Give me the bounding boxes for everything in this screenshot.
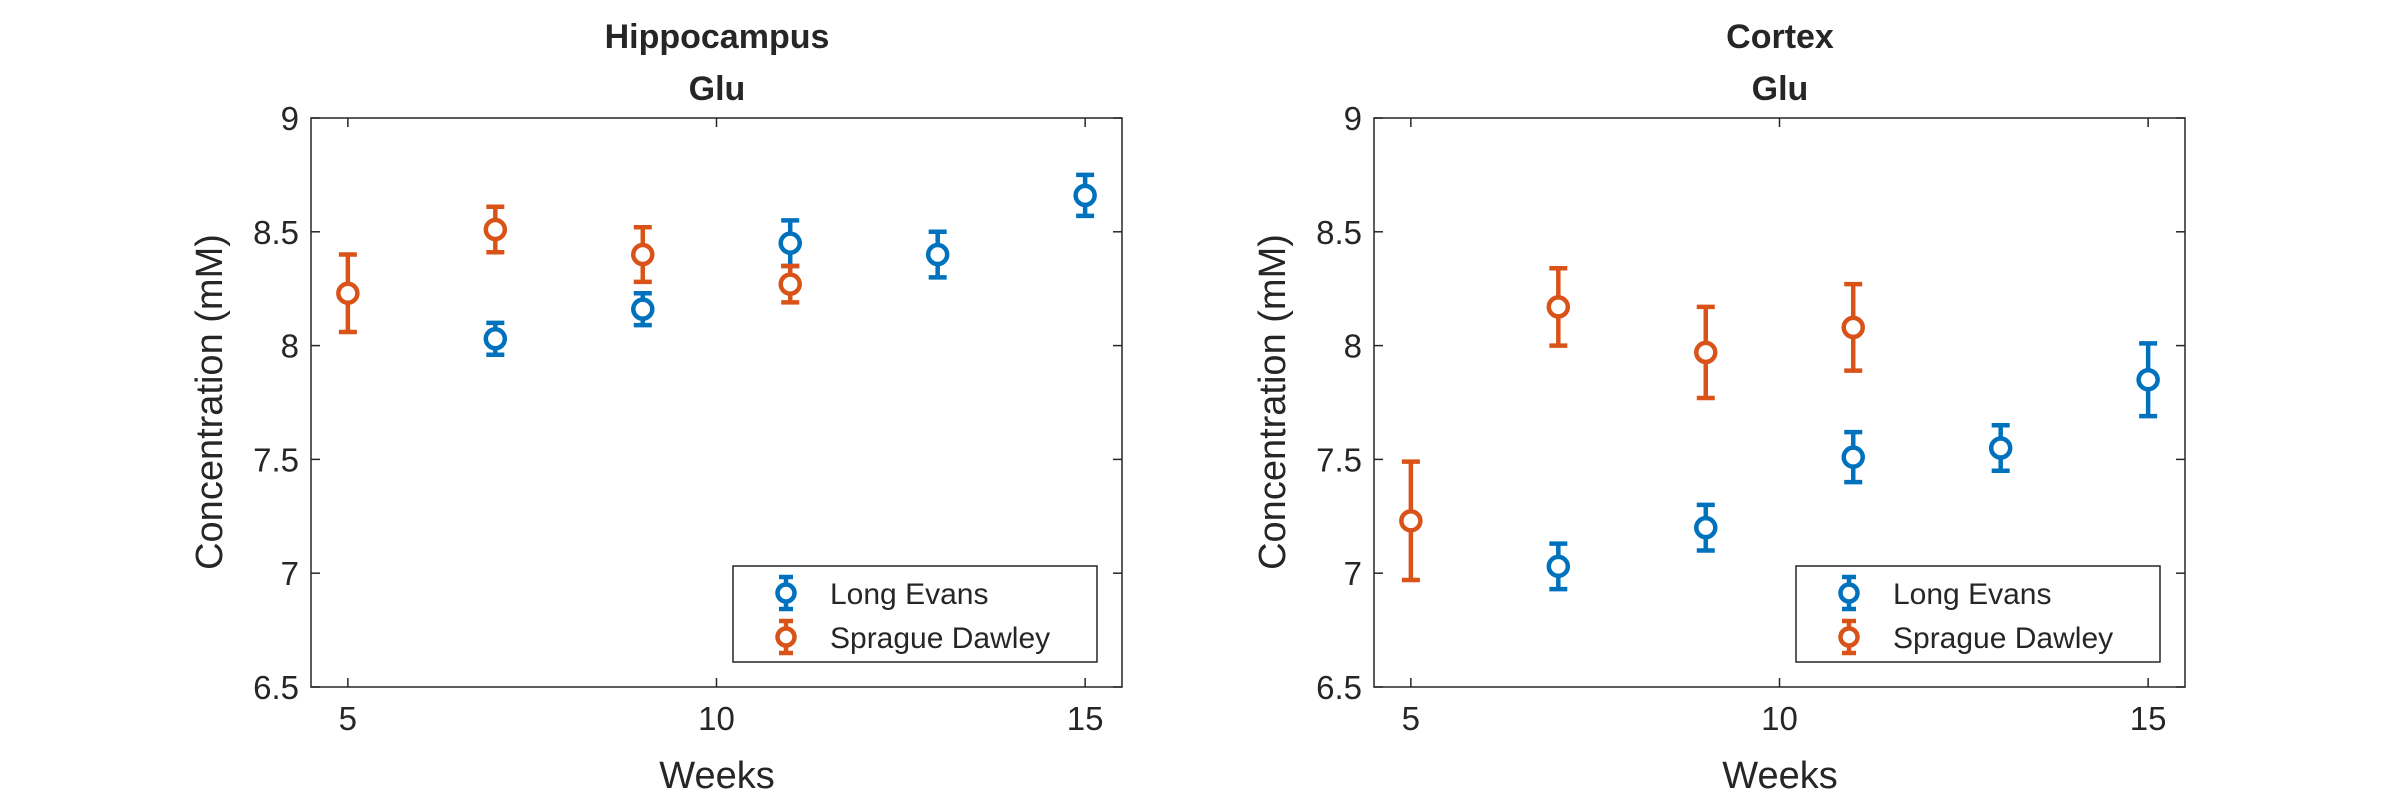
- legend-box: [732, 565, 1098, 663]
- legend-label: Long Evans: [830, 578, 988, 611]
- data-point: [778, 231, 802, 255]
- data-point: [631, 242, 655, 267]
- series-long-evans: [483, 172, 1097, 357]
- chart-title-line-2: Glu: [689, 70, 746, 108]
- y-axis: 6.5 7 7.5 8 8.5 9: [1316, 100, 2185, 706]
- y-tick-label: 8: [281, 328, 299, 365]
- y-axis: 6.5 7 7.5 8 8.5 9: [253, 100, 1122, 706]
- data-point: [1546, 295, 1571, 319]
- data-point: [1841, 445, 1865, 469]
- legend-label: Long Evans: [1893, 578, 2051, 611]
- y-tick-label: 7: [1344, 555, 1362, 592]
- y-tick-label: 6.5: [1316, 669, 1362, 706]
- y-tick-label: 9: [281, 100, 299, 137]
- x-axis-label: Weeks: [1722, 755, 1837, 797]
- y-tick-label: 8.5: [253, 214, 299, 251]
- legend-label: Sprague Dawley: [830, 622, 1050, 655]
- y-axis-label: Concentration (mM): [1252, 234, 1294, 570]
- y-tick-label: 8: [1344, 328, 1362, 365]
- chart-title-line-1: Cortex: [1726, 18, 1834, 56]
- y-tick-label: 8.5: [1316, 214, 1362, 251]
- data-point: [1073, 183, 1097, 208]
- series-sprague-dawley: [336, 204, 802, 335]
- data-point: [1694, 515, 1718, 540]
- x-tick-label: 15: [1067, 700, 1104, 737]
- y-tick-label: 9: [1344, 100, 1362, 137]
- legend-marker: [775, 582, 797, 604]
- y-tick-label: 7: [281, 555, 299, 592]
- x-tick-label: 15: [2130, 700, 2167, 737]
- series-long-evans: [1546, 341, 2160, 592]
- data-point: [925, 242, 950, 267]
- data-point: [1988, 436, 2013, 460]
- x-tick-label: 5: [1402, 700, 1420, 737]
- legend: Long Evans Sprague Dawley: [732, 565, 1098, 663]
- data-point: [2136, 367, 2160, 392]
- data-point: [336, 281, 360, 306]
- legend-marker: [775, 626, 797, 648]
- legend: Long Evans Sprague Dawley: [1795, 565, 2161, 663]
- data-point: [1841, 315, 1865, 340]
- data-marks: [1399, 265, 2160, 592]
- y-axis-label: Concentration (mM): [189, 234, 231, 570]
- x-tick-label: 10: [1761, 700, 1798, 737]
- legend-box: [1795, 565, 2161, 663]
- x-tick-label: 10: [698, 700, 735, 737]
- legend-label: Sprague Dawley: [1893, 622, 2113, 655]
- y-tick-label: 6.5: [253, 669, 299, 706]
- x-axis-label: Weeks: [659, 755, 774, 797]
- data-point: [631, 297, 655, 321]
- legend-marker: [1838, 626, 1860, 648]
- chart-cortex-glu: Cortex Glu 6.5 7 7.5 8 8.5 9 5 10 15 Weeks Conc…: [1252, 18, 2186, 797]
- data-marks: [336, 172, 1097, 357]
- y-tick-label: 7.5: [253, 441, 299, 478]
- data-point: [1399, 509, 1423, 533]
- data-point: [483, 217, 508, 242]
- chart-title-line-1: Hippocampus: [605, 18, 830, 56]
- chart-title-line-2: Glu: [1752, 70, 1809, 108]
- chart-hippocampus-glu: Hippocampus Glu 6.5 7 7.5 8 8.5 9 5 10 15 Weeks…: [189, 18, 1123, 797]
- data-point: [1546, 554, 1571, 579]
- series-sprague-dawley: [1399, 265, 1865, 583]
- x-tick-label: 5: [339, 700, 357, 737]
- x-axis: 5 10 15: [1402, 118, 2167, 737]
- data-point: [483, 327, 508, 351]
- legend-marker: [1838, 582, 1860, 604]
- x-axis: 5 10 15: [339, 118, 1104, 737]
- y-tick-label: 7.5: [1316, 441, 1362, 478]
- data-point: [778, 272, 802, 296]
- data-point: [1694, 340, 1718, 365]
